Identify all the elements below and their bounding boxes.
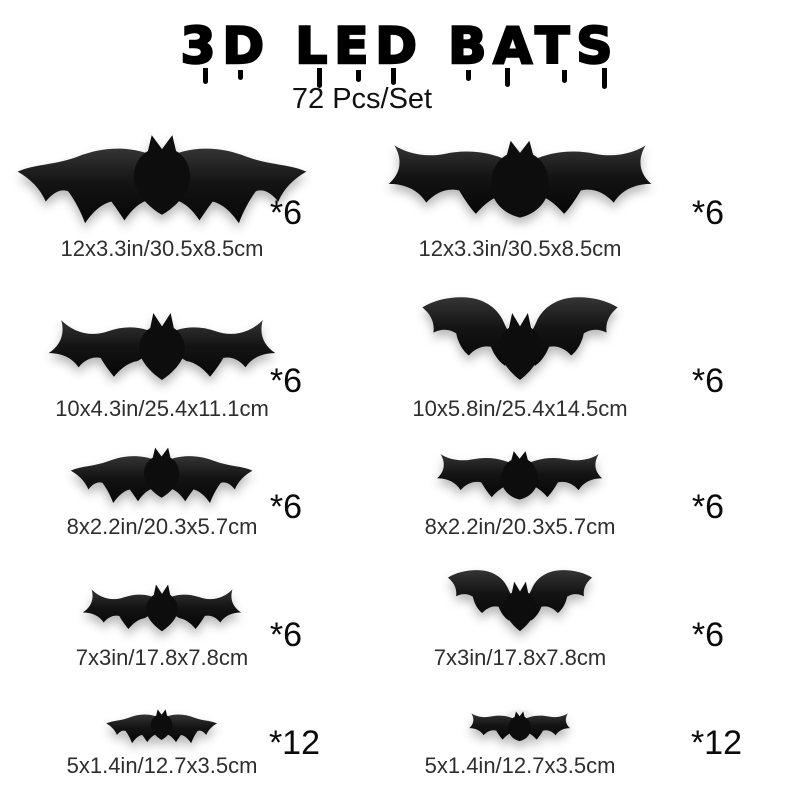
- title-drip-decoration: [505, 68, 511, 87]
- page-title: 3D LED BATS: [179, 17, 620, 75]
- bat-swept-up-photo: [74, 576, 250, 637]
- product-variant: 7x3in/17.8x7.8cm: [74, 576, 250, 671]
- product-variant-cell: 8x2.2in/20.3x5.7cm *6: [0, 446, 400, 566]
- product-variant: 5x1.4in/12.7x3.5cm: [424, 709, 616, 779]
- quantity-label: *6: [691, 194, 724, 232]
- title-drip-decoration: [465, 70, 471, 81]
- bat-v-wings-photo: [394, 293, 646, 388]
- title-drip-decoration: [356, 70, 362, 82]
- quantity-label: *6: [691, 616, 724, 654]
- size-label: 10x4.3in/25.4x11.1cm: [55, 396, 269, 421]
- size-row-5in: 5x1.4in/12.7x3.5cm *12 5x1.4in/12.7x3.5c…: [0, 704, 800, 800]
- bat-spread-wide-photo: [12, 134, 312, 228]
- product-variant-cell: 12x3.3in/30.5x8.5cm *6: [400, 140, 800, 288]
- size-label: 5x1.4in/12.7x3.5cm: [424, 753, 616, 778]
- product-variant: 12x3.3in/30.5x8.5cm: [12, 134, 312, 262]
- bat-angular-photo: [425, 447, 615, 506]
- title-drip-decoration: [316, 68, 322, 88]
- product-variant-cell: 5x1.4in/12.7x3.5cm *12: [400, 704, 800, 800]
- bat-angular-suction-photo: [462, 709, 578, 745]
- bat-spread-wide-photo: [67, 447, 257, 506]
- title-drip-decoration: [601, 68, 607, 89]
- product-variant: 10x5.8in/25.4x14.5cm: [394, 293, 646, 422]
- product-variant: 5x1.4in/12.7x3.5cm: [66, 709, 258, 779]
- product-variant: 10x4.3in/25.4x11.1cm: [36, 301, 288, 422]
- bat-angular-photo: [370, 134, 670, 228]
- product-variant: 8x2.2in/20.3x5.7cm: [66, 447, 258, 540]
- title-drip-decoration: [562, 70, 568, 83]
- size-label: 5x1.4in/12.7x3.5cm: [66, 753, 258, 778]
- quantity-label: *6: [691, 362, 724, 400]
- title-wrap: 3D LED BATS: [179, 17, 620, 89]
- bat-swept-up-photo: [36, 301, 288, 388]
- product-variant-cell: 7x3in/17.8x7.8cm *6: [0, 566, 400, 704]
- set-count-subtitle: 72 Pcs/Set: [291, 82, 433, 115]
- product-variant-cell: 5x1.4in/12.7x3.5cm *12: [0, 704, 400, 800]
- title-drip-decoration: [202, 68, 208, 84]
- size-label: 12x3.3in/30.5x8.5cm: [418, 236, 622, 261]
- title-drip-decoration: [237, 70, 243, 80]
- size-label: 8x2.2in/20.3x5.7cm: [66, 514, 258, 539]
- size-label: 7x3in/17.8x7.8cm: [433, 645, 607, 670]
- size-row-7in: 7x3in/17.8x7.8cm *6 7x3in/17.8x7.8cm *6: [0, 566, 800, 704]
- quantity-label: *6: [691, 488, 724, 526]
- quantity-label: *6: [269, 488, 302, 526]
- product-variant: 8x2.2in/20.3x5.7cm: [424, 447, 616, 540]
- product-variant-cell: 12x3.3in/30.5x8.5cm *6: [0, 140, 400, 288]
- product-grid: 12x3.3in/30.5x8.5cm *6 12x3.3in/30.5x8.5…: [0, 140, 800, 800]
- product-variant-cell: 10x4.3in/25.4x11.1cm *6: [0, 288, 400, 446]
- product-variant-cell: 7x3in/17.8x7.8cm *6: [400, 566, 800, 704]
- product-variant-cell: 8x2.2in/20.3x5.7cm *6: [400, 446, 800, 566]
- bat-spread-wide-photo: [104, 709, 220, 745]
- quantity-label: *6: [269, 194, 302, 232]
- quantity-label: *12: [268, 724, 320, 762]
- product-variant: 12x3.3in/30.5x8.5cm: [370, 134, 670, 262]
- header: 3D LED BATS 72 Pcs/Set: [0, 0, 800, 140]
- size-label: 12x3.3in/30.5x8.5cm: [60, 236, 264, 261]
- size-row-12in: 12x3.3in/30.5x8.5cm *6 12x3.3in/30.5x8.5…: [0, 140, 800, 288]
- quantity-label: *12: [690, 724, 742, 762]
- size-row-8in: 8x2.2in/20.3x5.7cm *6 8x2.2in/20.3x5.7cm…: [0, 446, 800, 566]
- quantity-label: *6: [269, 616, 302, 654]
- size-label: 10x5.8in/25.4x14.5cm: [412, 396, 628, 421]
- size-row-10in: 10x4.3in/25.4x11.1cm *6 10x5.8in/25.4x14…: [0, 288, 800, 446]
- quantity-label: *6: [269, 362, 302, 400]
- size-label: 7x3in/17.8x7.8cm: [75, 645, 249, 670]
- product-variant: 7x3in/17.8x7.8cm: [427, 567, 613, 671]
- product-variant-cell: 10x5.8in/25.4x14.5cm *6: [400, 288, 800, 446]
- bat-v-wings-photo: [427, 567, 613, 637]
- title-drip-decoration: [391, 68, 397, 85]
- size-label: 8x2.2in/20.3x5.7cm: [424, 514, 616, 539]
